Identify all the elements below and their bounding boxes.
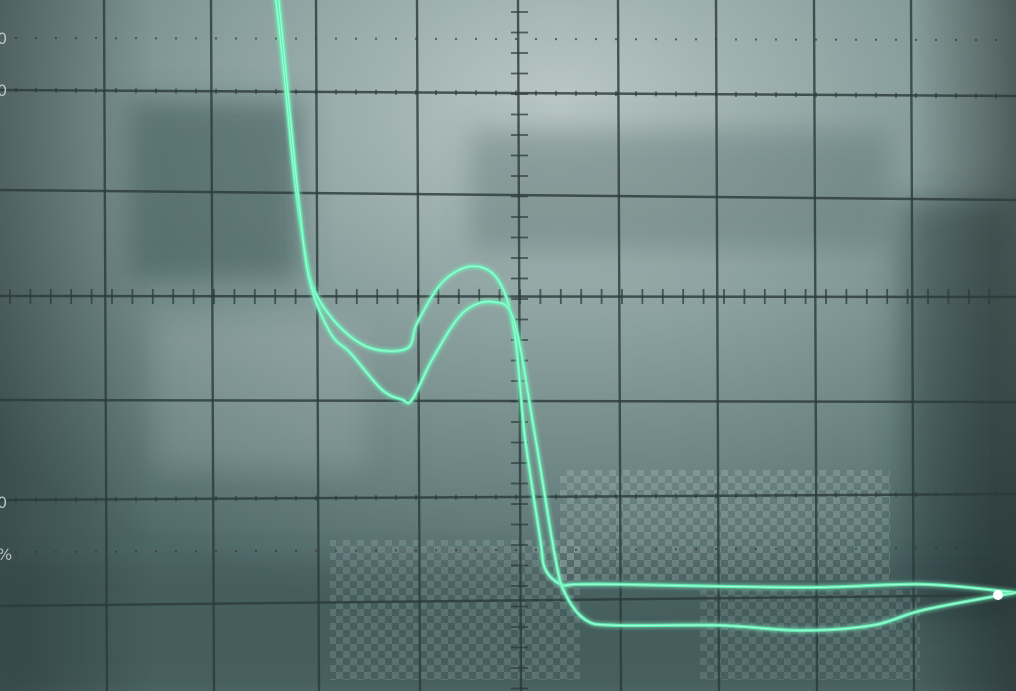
grid-line-horizontal	[0, 188, 1016, 202]
grid-line-vertical	[415, 0, 422, 691]
grid-line-vertical	[616, 0, 623, 691]
reference-line-ticks	[14, 87, 1001, 99]
graticule-label: 0	[0, 493, 7, 512]
grid-line-vertical	[714, 0, 721, 691]
graticule-label: 0	[0, 81, 7, 100]
reference-line-dotted	[14, 547, 1001, 553]
reference-line-dotted	[14, 37, 1001, 41]
graticule-labels: 0 0 0%	[0, 29, 12, 564]
grid-line-vertical	[314, 0, 321, 691]
grid-line-vertical	[209, 0, 216, 691]
grid-line-horizontal	[0, 398, 1016, 404]
grid-line-vertical	[909, 0, 916, 691]
graticule-label: %	[0, 545, 12, 564]
grid-line-horizontal	[0, 593, 1016, 608]
signal-traces	[274, 0, 1016, 633]
grid-line-horizontal	[0, 492, 1016, 502]
grid-line-vertical	[812, 0, 819, 691]
reference-line-ticks	[14, 491, 1001, 503]
grid-line-horizontal	[0, 88, 1016, 98]
trace-2-core	[278, 0, 1016, 631]
graticule-label: 0	[0, 29, 7, 48]
graticule-ticks	[9, 11, 1001, 690]
trace-end-spot	[993, 590, 1003, 600]
grid-line-vertical	[102, 0, 109, 691]
